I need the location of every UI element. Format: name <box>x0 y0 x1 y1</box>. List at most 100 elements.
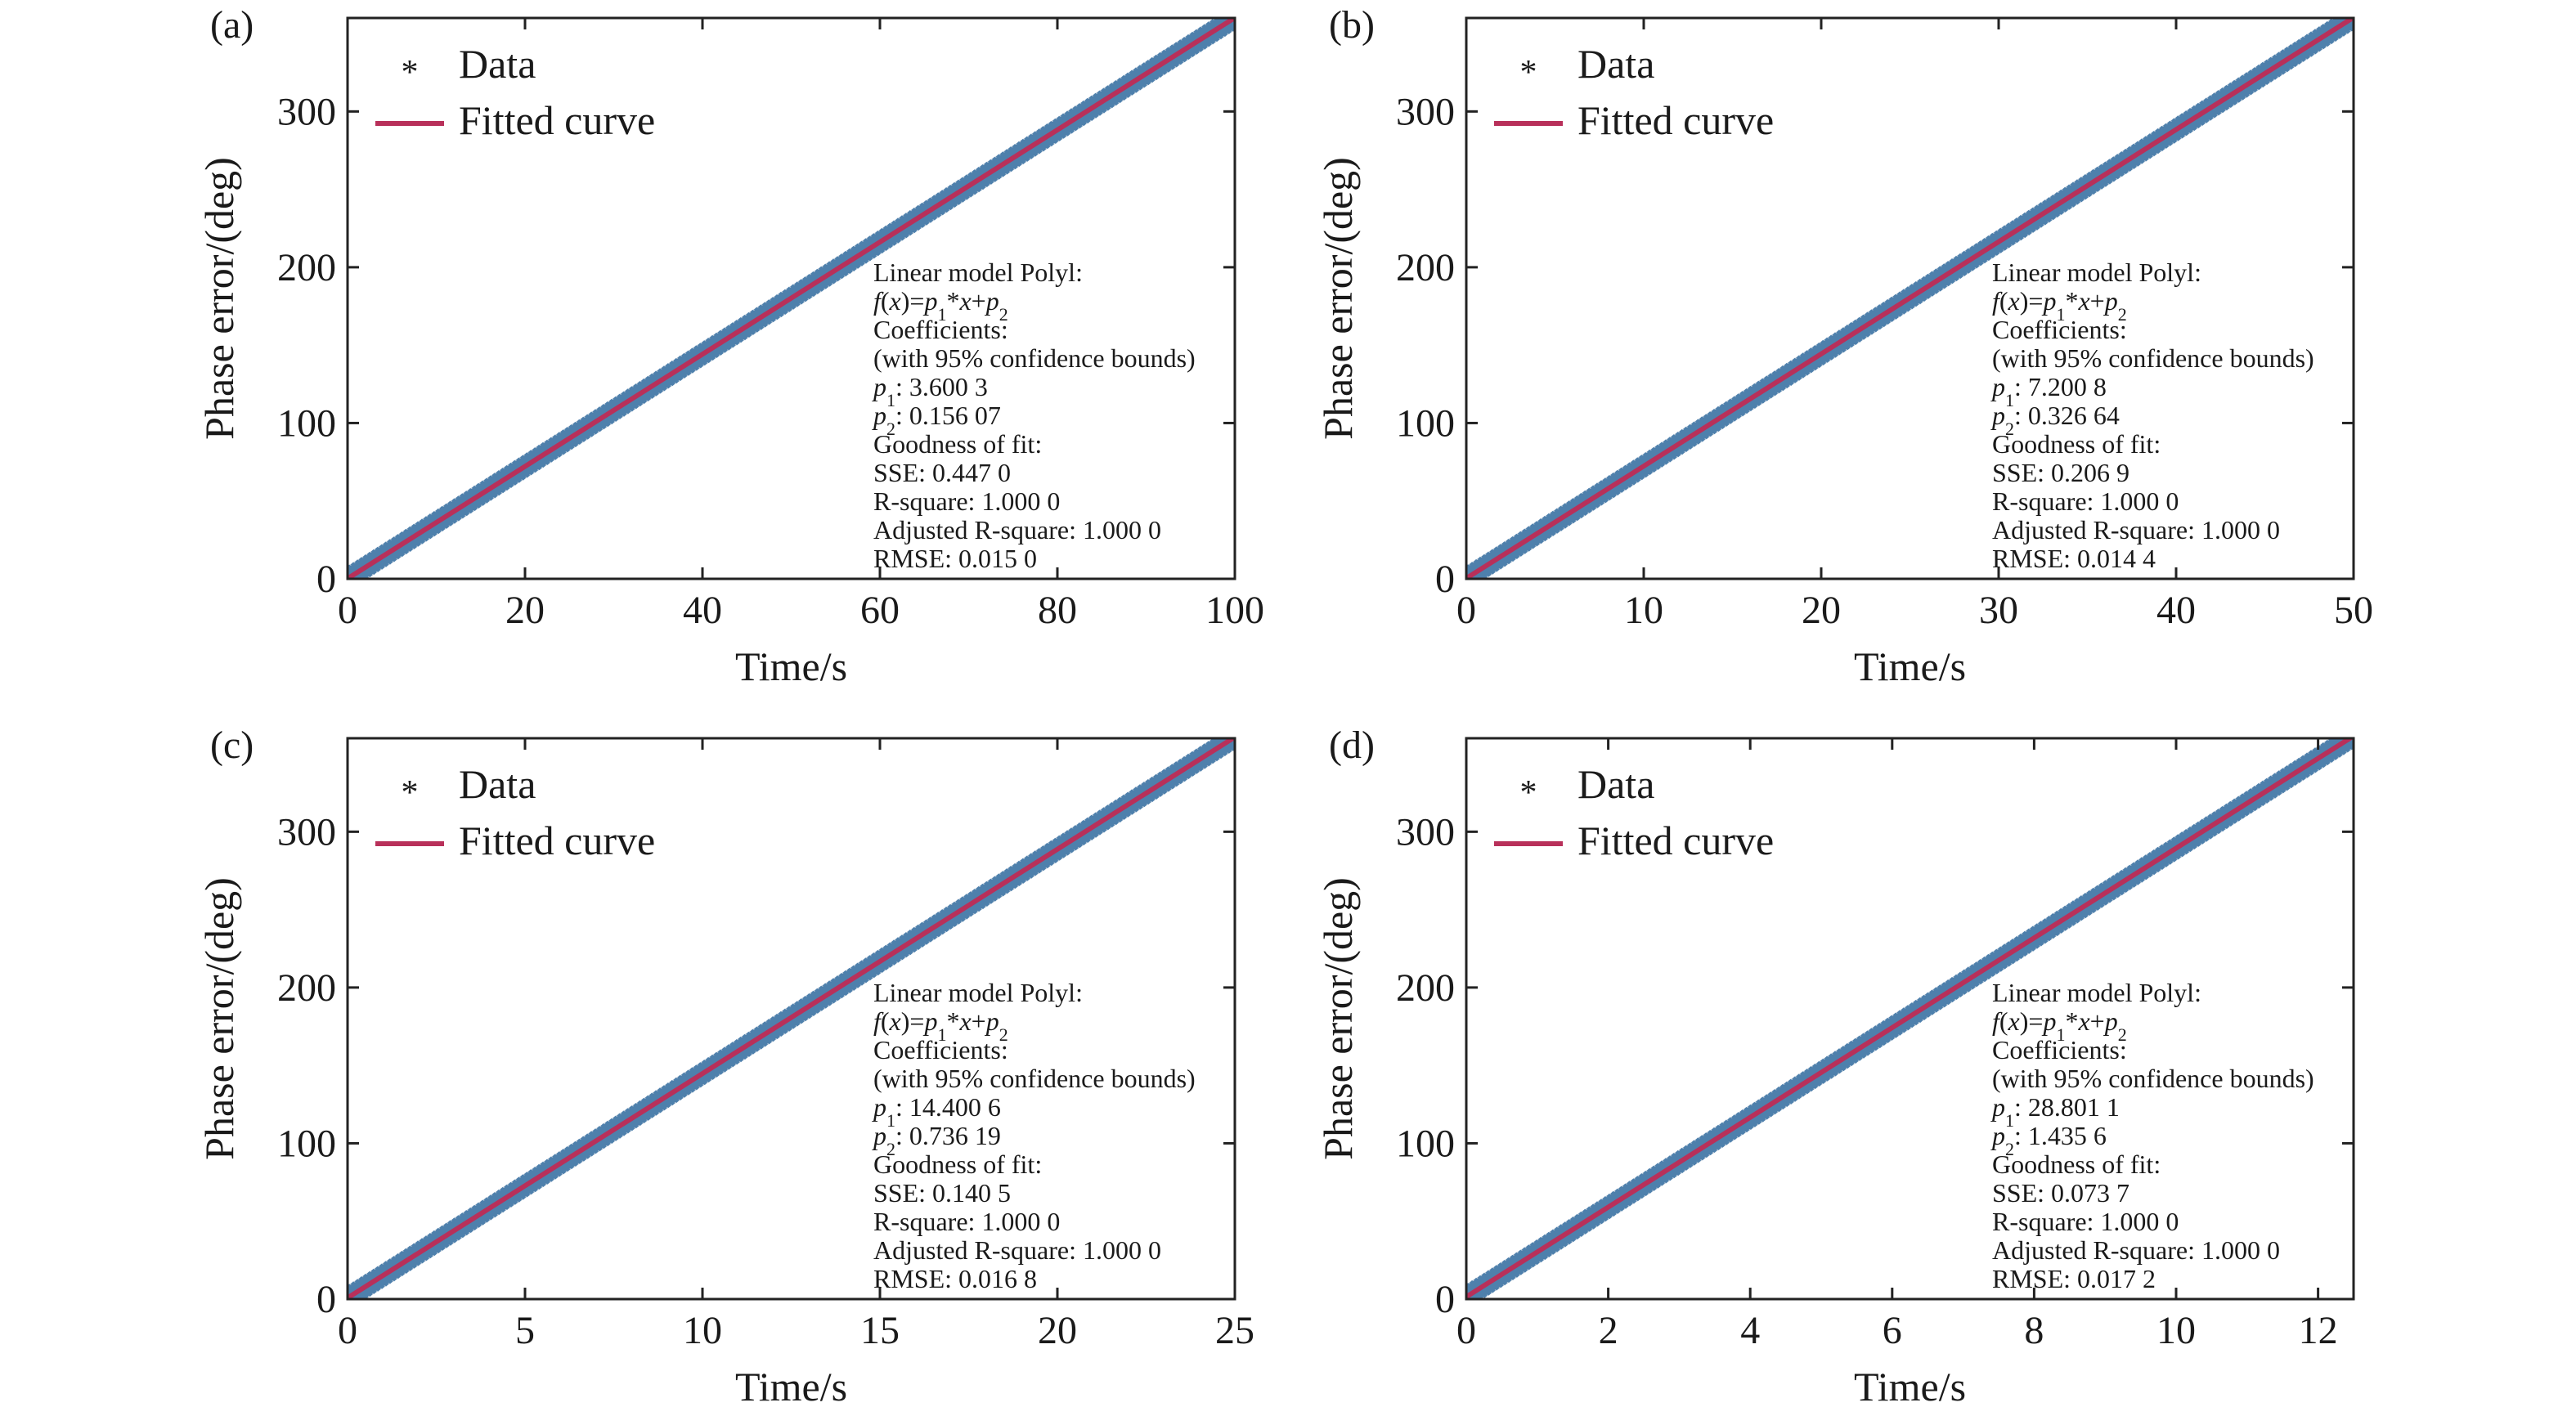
fit-summary-line-c: f(x)=p1*x+p2 <box>873 1006 1008 1045</box>
x-tick-label-d: 2 <box>1599 1309 1618 1352</box>
fit-summary-c: Linear model Polyl:f(x)=p1*x+p2Coefficie… <box>872 978 1196 1293</box>
fit-summary-line-d: R-square: 1.000 0 <box>1992 1207 2179 1236</box>
legend-data-label-d: Data <box>1577 761 1654 807</box>
legend-data-label-c: Data <box>459 761 536 807</box>
legend-d: * Data Fitted curve <box>1494 761 1774 863</box>
y-tick-label-a: 300 <box>277 90 336 133</box>
x-tick-label-a: 60 <box>860 589 900 632</box>
fit-summary-line-b: R-square: 1.000 0 <box>1992 486 2179 516</box>
fit-summary-line-a: Adjusted R-square: 1.000 0 <box>873 515 1161 544</box>
legend-c: * Data Fitted curve <box>375 761 655 863</box>
x-tick-label-b: 20 <box>1802 589 1841 632</box>
fit-summary-line-c: Linear model Polyl: <box>873 978 1083 1007</box>
fitted-curve-d <box>1466 738 2354 1299</box>
legend-fit-label-b: Fitted curve <box>1577 97 1774 143</box>
x-tick-label-a: 40 <box>683 589 722 632</box>
fit-summary-line-d: (with 95% confidence bounds) <box>1992 1064 2314 1093</box>
y-tick-label-b: 200 <box>1396 246 1455 289</box>
legend-b: * Data Fitted curve <box>1494 41 1774 143</box>
fit-summary-line-d: p1: 28.801 1 <box>1990 1092 2120 1131</box>
legend-data-marker-a: * <box>402 54 419 92</box>
x-tick-label-c: 10 <box>683 1309 722 1352</box>
x-axis-title-a: Time/s <box>735 643 847 689</box>
legend-a: * Data Fitted curve <box>375 41 655 143</box>
fit-summary-line-d: SSE: 0.073 7 <box>1992 1178 2129 1208</box>
fit-summary-line-a: R-square: 1.000 0 <box>873 486 1060 516</box>
panel-label-a: (a) <box>210 3 254 47</box>
fit-summary-line-c: Goodness of fit: <box>873 1149 1042 1179</box>
y-tick-label-c: 100 <box>277 1122 336 1165</box>
legend-data-marker-d: * <box>1520 774 1537 812</box>
x-tick-label-b: 40 <box>2156 589 2196 632</box>
x-tick-label-a: 80 <box>1038 589 1077 632</box>
legend-data-label-a: Data <box>459 41 536 87</box>
fit-summary-line-b: Linear model Polyl: <box>1992 258 2201 287</box>
fit-summary-line-b: RMSE: 0.014 4 <box>1992 544 2156 573</box>
x-tick-label-c: 5 <box>515 1309 535 1352</box>
y-tick-label-c: 200 <box>277 966 336 1010</box>
fit-summary-line-c: p1: 14.400 6 <box>872 1092 1001 1131</box>
x-tick-label-c: 20 <box>1038 1309 1077 1352</box>
fit-summary-line-d: p2: 1.435 6 <box>1990 1121 2107 1159</box>
y-tick-label-c: 0 <box>316 1278 336 1321</box>
x-tick-label-d: 12 <box>2299 1309 2338 1352</box>
y-tick-label-b: 100 <box>1396 401 1455 445</box>
panel-label-b: (b) <box>1329 3 1375 47</box>
x-tick-label-a: 100 <box>1205 589 1264 632</box>
legend-fit-label-d: Fitted curve <box>1577 818 1774 863</box>
fit-summary-line-c: (with 95% confidence bounds) <box>873 1064 1196 1093</box>
chart-panel-a: 0 20 40 60 80 100 0 100 200 300 Time/s Phase error/… <box>196 3 1264 689</box>
y-tick-label-d: 200 <box>1396 966 1455 1010</box>
fit-summary-line-b: SSE: 0.206 9 <box>1992 458 2129 487</box>
fit-summary-line-d: Coefficients: <box>1992 1035 2127 1064</box>
fit-summary-b: Linear model Polyl:f(x)=p1*x+p2Coefficie… <box>1990 258 2314 573</box>
fitted-curve-b <box>1466 18 2354 579</box>
axes-frame-a <box>346 16 1236 580</box>
fit-summary-line-a: SSE: 0.447 0 <box>873 458 1011 487</box>
fit-summary-line-c: Coefficients: <box>873 1035 1008 1064</box>
x-axis-title-b: Time/s <box>1854 643 1966 689</box>
x-tick-label-d: 10 <box>2156 1309 2196 1352</box>
y-tick-label-d: 300 <box>1396 810 1455 854</box>
y-axis-title-a: Phase error/(deg) <box>196 157 242 440</box>
axes-frame-b <box>1465 16 2355 580</box>
x-axis-title-c: Time/s <box>735 1364 847 1409</box>
x-tick-label-a: 0 <box>338 589 357 632</box>
x-tick-label-d: 8 <box>2024 1309 2044 1352</box>
y-tick-label-b: 300 <box>1396 90 1455 133</box>
x-tick-label-d: 4 <box>1740 1309 1760 1352</box>
y-axis-title-c: Phase error/(deg) <box>196 877 242 1160</box>
fit-summary-line-a: (with 95% confidence bounds) <box>873 343 1196 373</box>
y-tick-label-a: 0 <box>316 558 336 601</box>
axes-frame-d <box>1465 737 2355 1301</box>
fit-summary-line-c: SSE: 0.140 5 <box>873 1178 1011 1208</box>
fit-summary-line-d: RMSE: 0.017 2 <box>1992 1264 2156 1293</box>
fit-summary-line-b: Adjusted R-square: 1.000 0 <box>1992 515 2280 544</box>
fit-summary-line-b: f(x)=p1*x+p2 <box>1992 286 2127 325</box>
fitted-curve-a <box>348 18 1235 579</box>
x-tick-label-c: 25 <box>1215 1309 1254 1352</box>
y-axis-title-b: Phase error/(deg) <box>1315 157 1361 440</box>
x-tick-label-d: 0 <box>1456 1309 1476 1352</box>
y-tick-label-d: 0 <box>1435 1278 1455 1321</box>
fit-summary-line-a: f(x)=p1*x+p2 <box>873 286 1008 325</box>
legend-data-marker-c: * <box>402 774 419 812</box>
fit-summary-line-d: Goodness of fit: <box>1992 1149 2161 1179</box>
x-tick-label-a: 20 <box>505 589 545 632</box>
y-tick-label-c: 300 <box>277 810 336 854</box>
fit-summary-line-b: Goodness of fit: <box>1992 429 2161 459</box>
fit-summary-line-a: Coefficients: <box>873 315 1008 344</box>
x-axis-title-d: Time/s <box>1854 1364 1966 1409</box>
x-tick-label-c: 15 <box>860 1309 900 1352</box>
legend-data-label-b: Data <box>1577 41 1654 87</box>
y-tick-label-a: 100 <box>277 401 336 445</box>
chart-panel-c: 0 5 10 15 20 25 0 100 200 300 Time/s Phase error/(d… <box>196 724 1254 1409</box>
fit-summary-line-a: Goodness of fit: <box>873 429 1042 459</box>
fit-summary-line-d: Linear model Polyl: <box>1992 978 2201 1007</box>
fit-summary-line-c: R-square: 1.000 0 <box>873 1207 1060 1236</box>
fit-summary-line-a: RMSE: 0.015 0 <box>873 544 1037 573</box>
panel-label-d: (d) <box>1329 724 1375 767</box>
legend-fit-label-a: Fitted curve <box>459 97 655 143</box>
fit-summary-line-d: Adjusted R-square: 1.000 0 <box>1992 1235 2280 1265</box>
fit-summary-line-c: RMSE: 0.016 8 <box>873 1264 1037 1293</box>
